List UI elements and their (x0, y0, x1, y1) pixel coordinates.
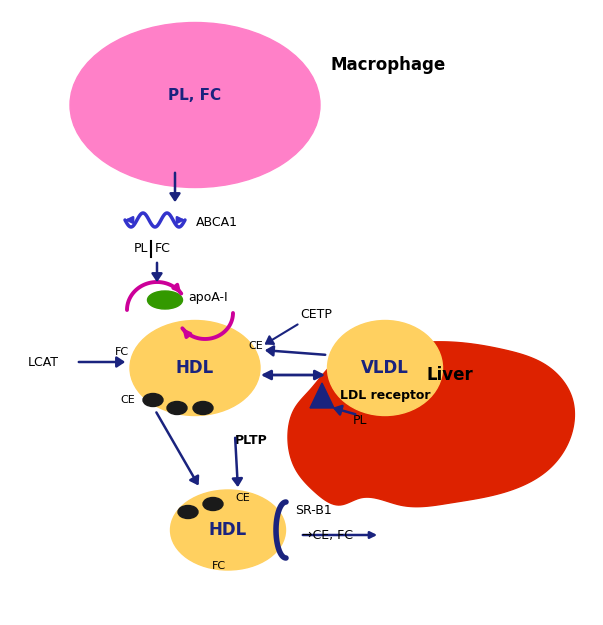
Text: apoA-I: apoA-I (188, 291, 227, 304)
Text: LDL receptor: LDL receptor (340, 389, 431, 401)
Text: FC: FC (212, 561, 226, 571)
Polygon shape (288, 342, 575, 507)
Ellipse shape (193, 401, 213, 414)
Text: FC: FC (155, 241, 171, 254)
Text: Macrophage: Macrophage (330, 56, 445, 74)
Text: HDL: HDL (209, 521, 247, 539)
Ellipse shape (167, 401, 187, 414)
Ellipse shape (203, 498, 223, 511)
Text: ABCA1: ABCA1 (196, 216, 238, 229)
Ellipse shape (178, 506, 198, 519)
Text: FC: FC (115, 347, 129, 357)
Ellipse shape (148, 291, 183, 309)
Text: CETP: CETP (300, 309, 332, 321)
Ellipse shape (171, 490, 285, 570)
Text: VLDL: VLDL (361, 359, 409, 377)
Text: CE: CE (120, 395, 134, 405)
Polygon shape (310, 383, 334, 408)
Text: →CE, FC: →CE, FC (302, 529, 353, 541)
Text: SR-B1: SR-B1 (295, 504, 332, 516)
Text: CE: CE (248, 341, 263, 351)
Text: LCAT: LCAT (28, 356, 59, 369)
Text: PL: PL (353, 414, 367, 426)
Text: Liver: Liver (427, 366, 473, 384)
Ellipse shape (327, 321, 443, 416)
Text: PLTP: PLTP (235, 434, 268, 446)
Text: HDL: HDL (176, 359, 214, 377)
Ellipse shape (70, 22, 320, 188)
Text: PL, FC: PL, FC (168, 88, 221, 103)
Ellipse shape (130, 321, 260, 416)
Text: PL: PL (133, 241, 148, 254)
Ellipse shape (143, 394, 163, 406)
Text: CE: CE (235, 493, 250, 503)
